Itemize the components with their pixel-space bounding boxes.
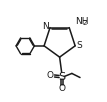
Text: N: N	[43, 22, 49, 31]
Text: O: O	[58, 84, 65, 93]
Text: O: O	[47, 72, 54, 80]
Text: NH: NH	[75, 17, 88, 26]
Text: S: S	[58, 72, 65, 81]
Text: S: S	[77, 41, 82, 50]
Text: 2: 2	[82, 20, 87, 26]
